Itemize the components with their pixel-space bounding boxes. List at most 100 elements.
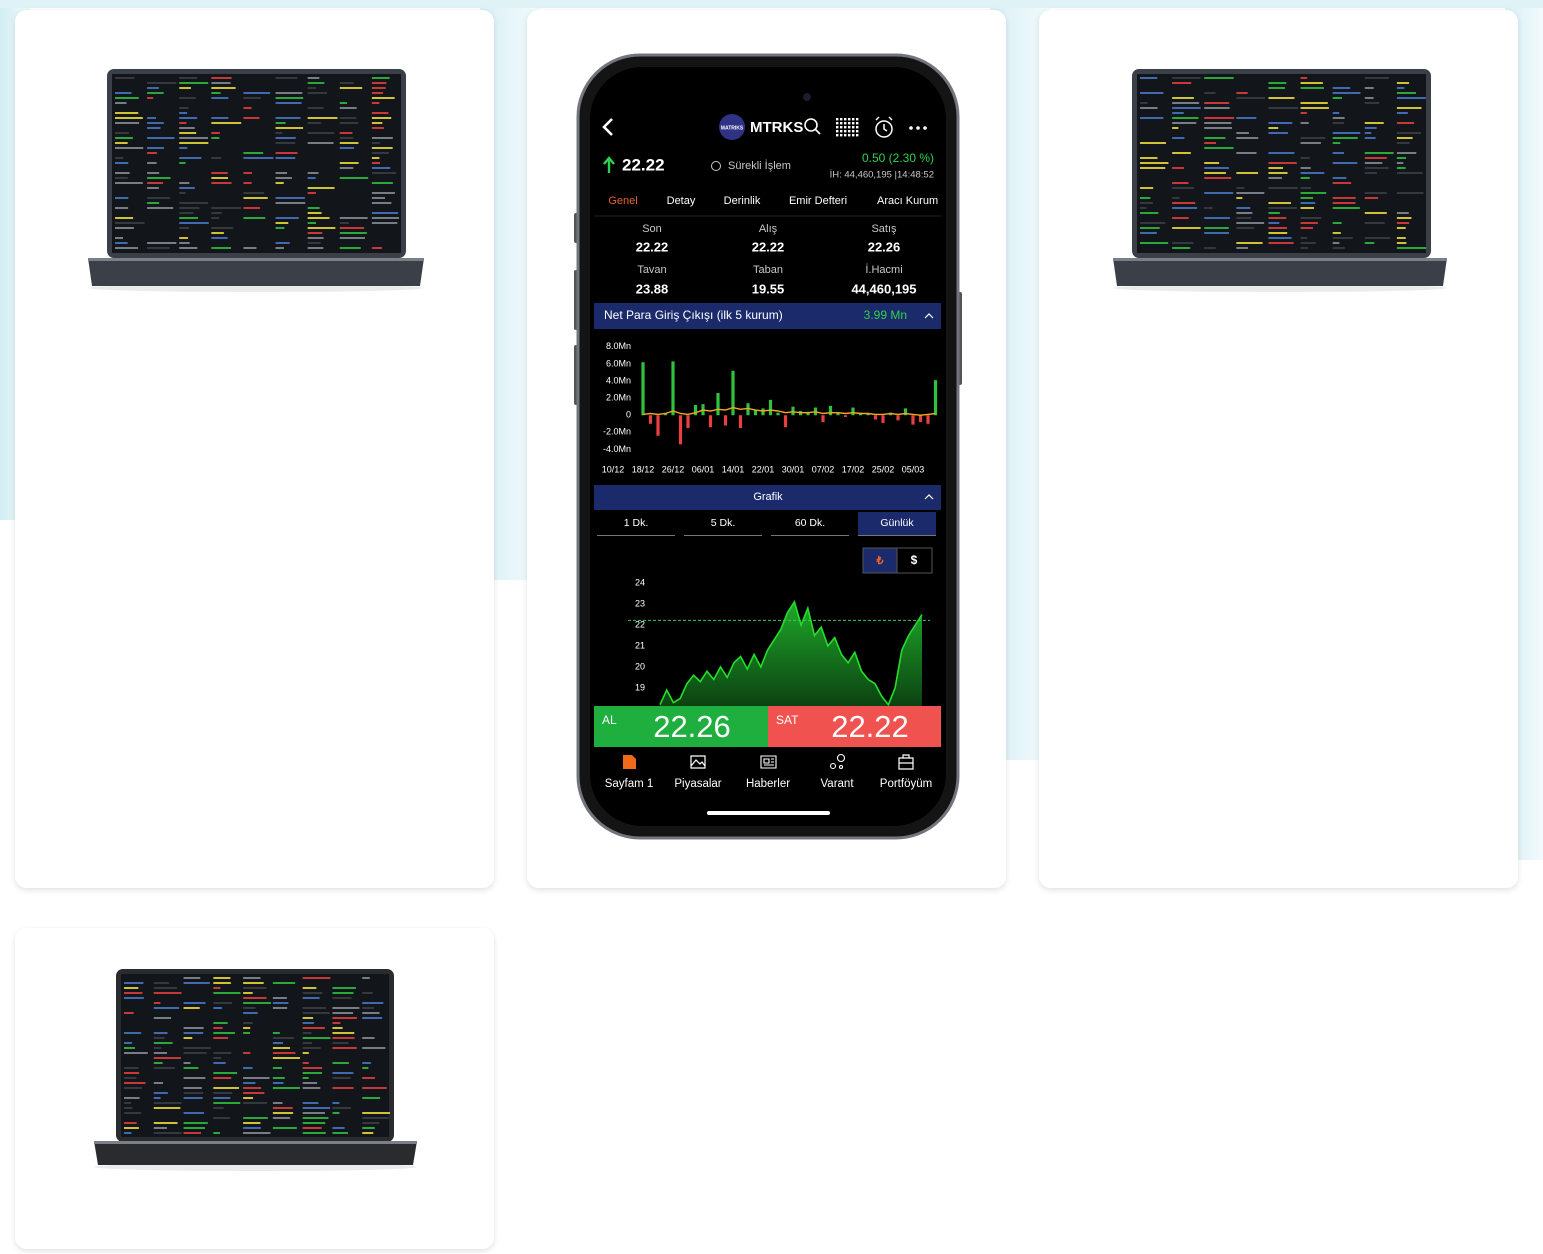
grid-icon[interactable] [852, 126, 854, 128]
screen-detail [1268, 177, 1281, 179]
screen-detail [154, 992, 182, 994]
tab[interactable]: Genel [608, 195, 637, 207]
grid-icon[interactable] [836, 122, 838, 124]
nav-icon[interactable] [623, 755, 636, 769]
screen-detail [154, 1052, 167, 1054]
screen-detail [124, 1122, 137, 1124]
tab[interactable]: Derinlik [724, 195, 761, 207]
grid-icon[interactable] [844, 130, 846, 132]
grid-icon[interactable] [840, 126, 842, 128]
screen-detail [276, 172, 287, 174]
screen-detail [1236, 187, 1244, 189]
nav-label[interactable]: Haberler [746, 778, 790, 790]
screen-detail [340, 237, 365, 239]
page-body: MATRIKSMTRKS22.22Sürekli İşlem0.50 (2.30… [0, 0, 1543, 1254]
screen-detail [276, 197, 305, 199]
screen-detail [332, 1107, 350, 1109]
grid-icon[interactable] [836, 134, 838, 136]
grid-icon[interactable] [844, 118, 846, 120]
buy-price[interactable]: 22.26 [653, 709, 731, 744]
grid-icon[interactable] [836, 130, 838, 132]
grid-icon[interactable] [852, 122, 854, 124]
screen-detail [362, 1112, 390, 1114]
nav-label[interactable]: Varant [820, 778, 854, 790]
screen-detail [1172, 122, 1196, 124]
screen-detail [308, 172, 319, 174]
nav-label[interactable]: Piyasalar [674, 778, 721, 790]
screen-detail [1204, 217, 1230, 219]
nav-label[interactable]: Sayfam 1 [605, 778, 654, 790]
interval-tab[interactable]: 1 Dk. [624, 517, 649, 529]
screen-detail [273, 1052, 296, 1054]
more-icon[interactable] [909, 126, 913, 130]
grid-icon[interactable] [848, 130, 850, 132]
grid-icon[interactable] [856, 130, 858, 132]
screen-detail [362, 1087, 386, 1089]
tab[interactable]: Aracı Kurum I [877, 195, 944, 207]
screen-detail [1333, 237, 1353, 239]
screen-detail [340, 107, 357, 109]
more-icon[interactable] [916, 126, 920, 130]
screen-detail [1204, 177, 1231, 179]
grid-icon[interactable] [852, 130, 854, 132]
screen-detail [308, 247, 324, 249]
screen-detail [273, 1057, 300, 1059]
grid-icon[interactable] [848, 126, 850, 128]
grid-icon[interactable] [852, 134, 854, 136]
grid-icon[interactable] [848, 118, 850, 120]
screen-detail [276, 227, 285, 229]
grid-icon[interactable] [856, 126, 858, 128]
grid-icon[interactable] [848, 134, 850, 136]
currency[interactable]: ₺ [876, 555, 884, 567]
nav-label[interactable]: Portföyüm [880, 778, 932, 790]
home-indicator [707, 811, 830, 815]
grid-icon[interactable] [856, 122, 858, 124]
grid-icon[interactable] [836, 126, 838, 128]
screen-detail [1301, 107, 1329, 109]
screen-detail [179, 227, 189, 229]
screen-detail [243, 1097, 253, 1099]
grid-icon[interactable] [840, 122, 842, 124]
grid-icon[interactable] [844, 126, 846, 128]
section-value: 3.99 Mn [864, 308, 907, 322]
screen-detail [372, 202, 391, 204]
stat-label: Son [642, 223, 662, 235]
screen-detail [308, 132, 334, 134]
laptop-base [1113, 258, 1447, 286]
screen-detail [303, 977, 331, 979]
interval-tab[interactable]: Günlük [880, 517, 914, 529]
screen-detail [115, 242, 128, 244]
sell-label[interactable]: SAT [776, 713, 799, 727]
currency[interactable]: $ [911, 553, 918, 567]
screen-detail [154, 1007, 179, 1009]
grid-icon[interactable] [840, 130, 842, 132]
tab[interactable]: Emir Defteri [789, 195, 847, 207]
grid-icon[interactable] [856, 118, 858, 120]
interval-tab[interactable]: 60 Dk. [795, 517, 825, 529]
grid-icon[interactable] [836, 118, 838, 120]
grid-icon[interactable] [844, 134, 846, 136]
grid-icon[interactable] [852, 118, 854, 120]
screen-detail [211, 87, 235, 89]
screen-detail [372, 142, 380, 144]
sell-price[interactable]: 22.22 [831, 709, 909, 744]
grid-icon[interactable] [840, 134, 842, 136]
screen-detail [1333, 207, 1360, 209]
screen-detail [147, 247, 170, 249]
more-icon[interactable] [923, 126, 927, 130]
grid-icon[interactable] [840, 118, 842, 120]
screen-detail [1204, 127, 1232, 129]
screen-detail [303, 1082, 317, 1084]
stat-value: 22.22 [636, 239, 669, 254]
grid-icon[interactable] [848, 122, 850, 124]
screen-detail [303, 997, 320, 999]
interval-tab[interactable]: 5 Dk. [711, 517, 736, 529]
grid-icon[interactable] [844, 122, 846, 124]
stat-value: 19.55 [752, 281, 785, 296]
screen-detail [1365, 162, 1383, 164]
screen-detail [372, 97, 395, 99]
screen-detail [124, 1042, 132, 1044]
buy-label[interactable]: AL [602, 713, 617, 727]
tab[interactable]: Detay [667, 195, 696, 207]
grid-icon[interactable] [856, 134, 858, 136]
